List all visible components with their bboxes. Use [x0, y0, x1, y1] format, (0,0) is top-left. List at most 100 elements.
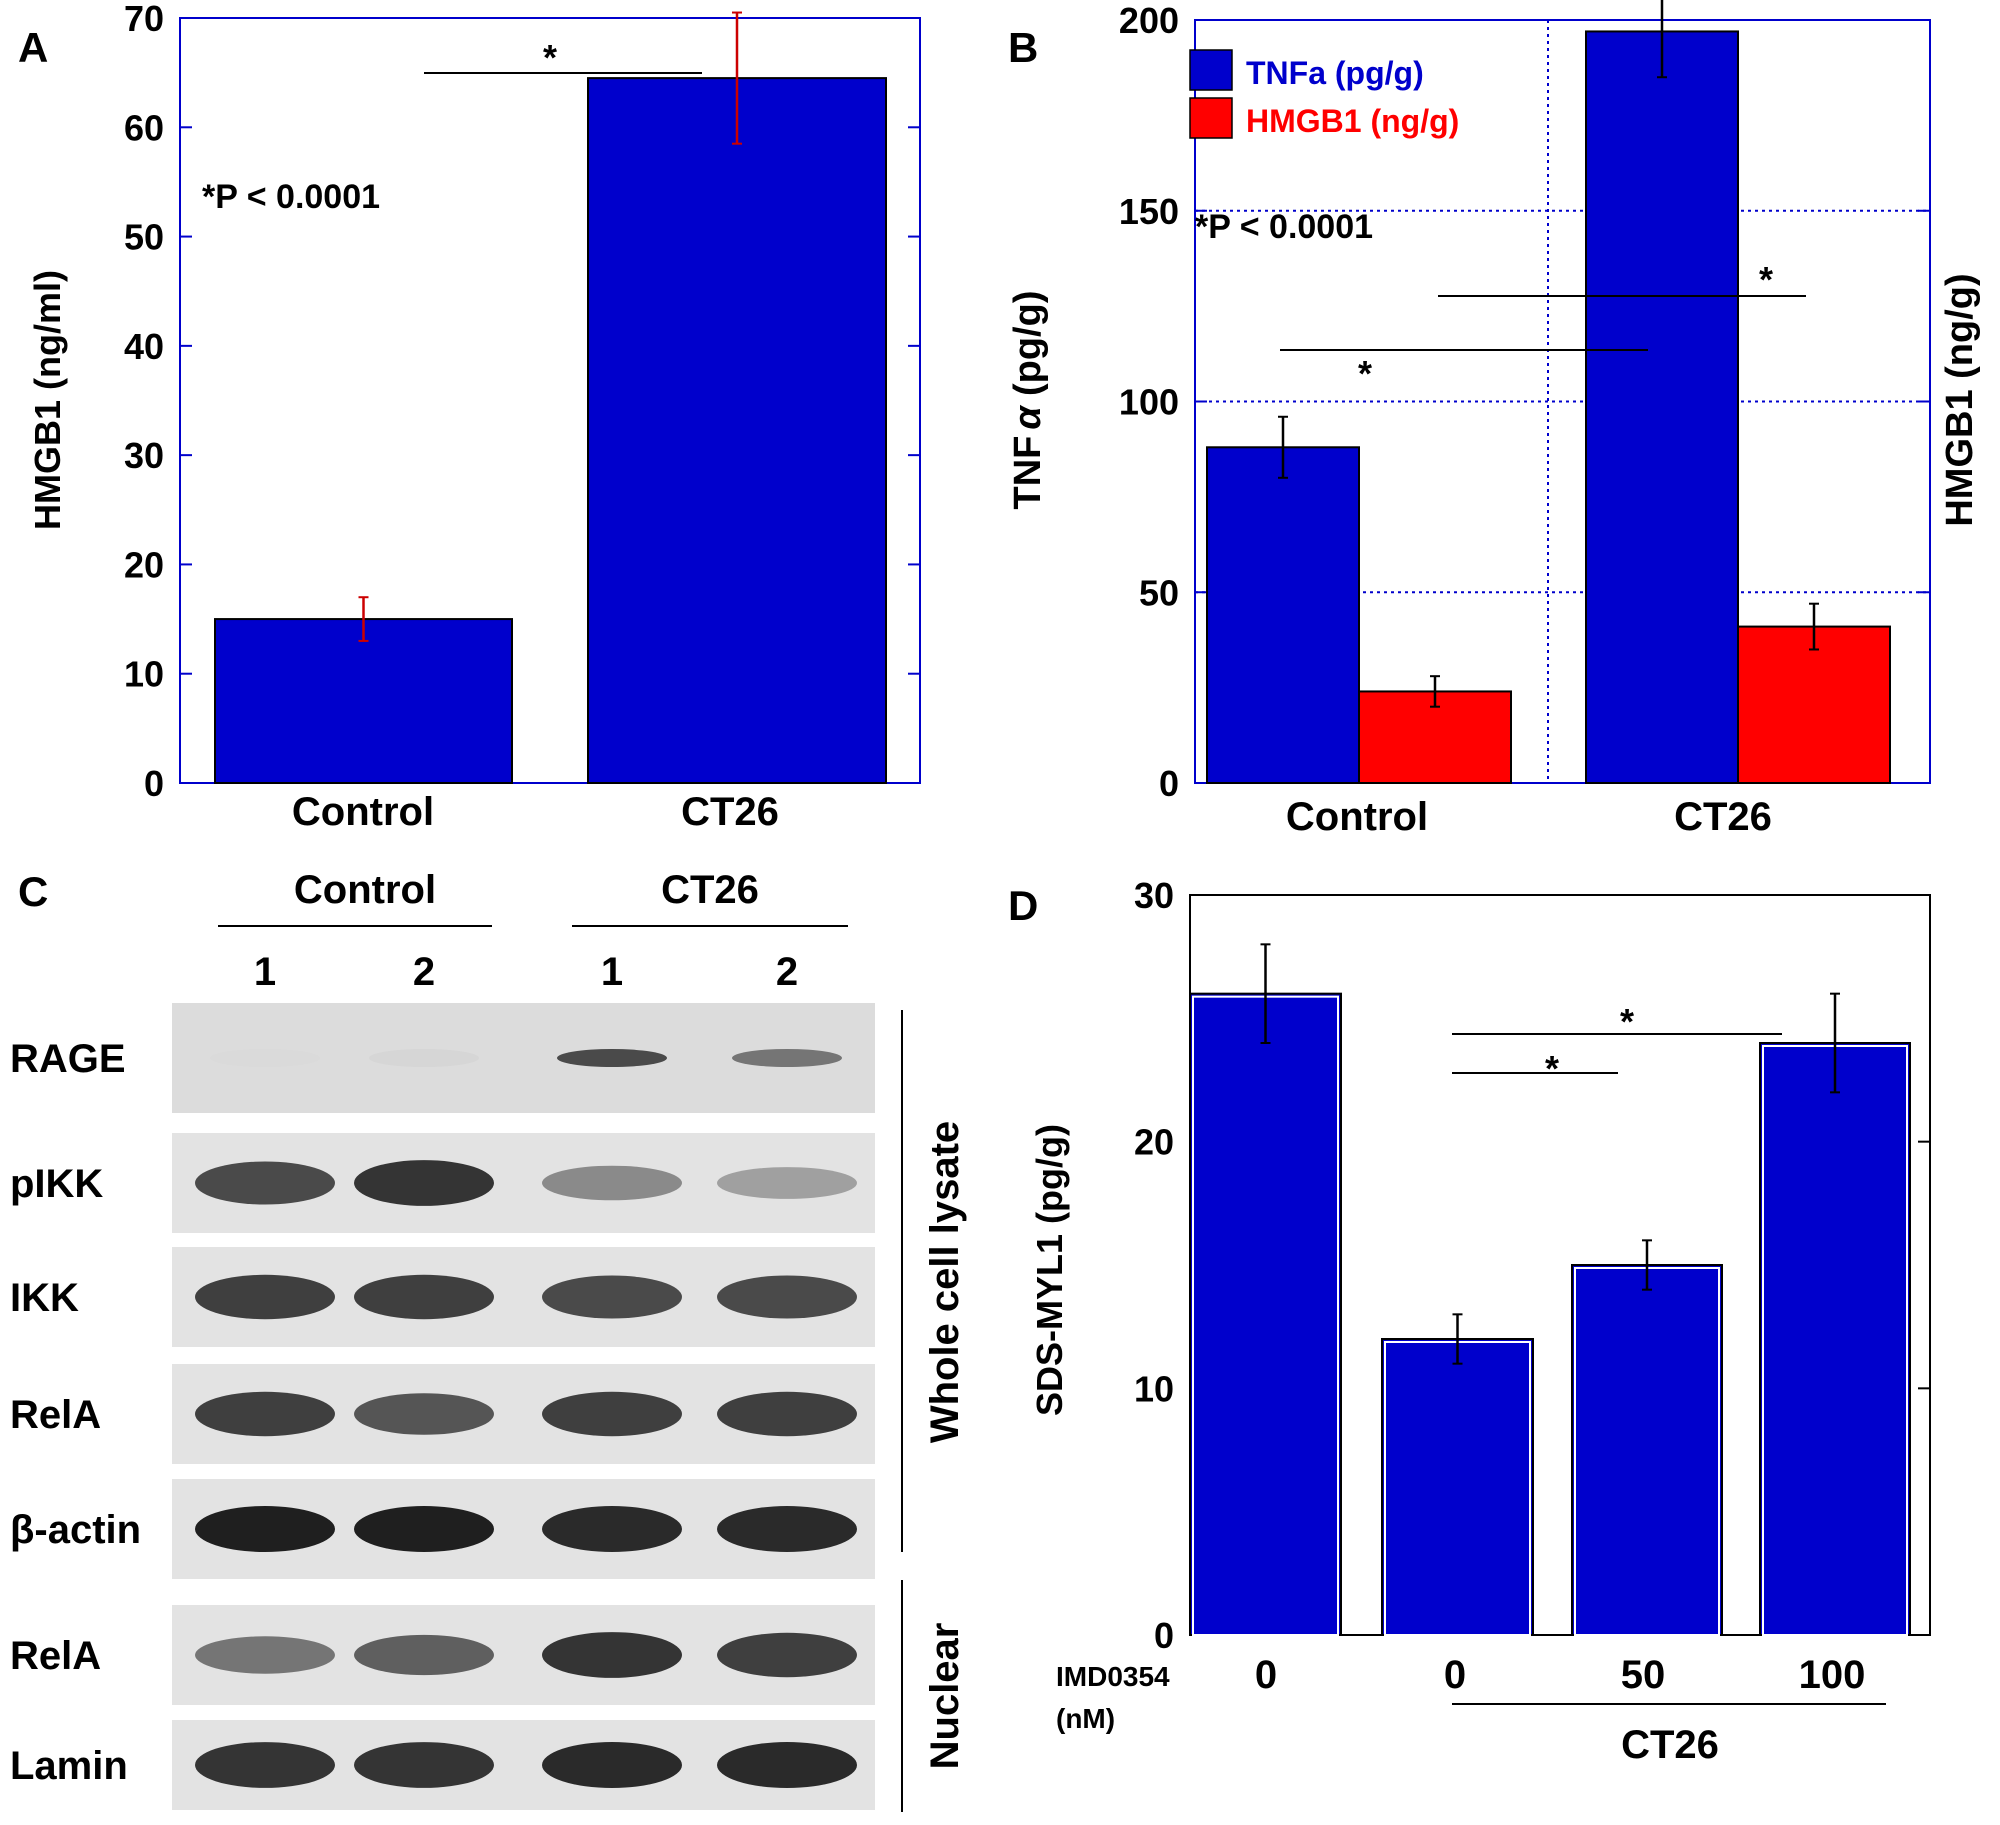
- panel-a-bar-0: [214, 618, 513, 784]
- panel-b-x-label-ct26: CT26: [1674, 795, 1772, 839]
- panel-a-tick-label-3: 30: [124, 435, 164, 476]
- panel-b-y-axis-label-tnf: TNF: [1007, 436, 1049, 510]
- panel-b-y-axis-label-unit: (pg/g): [1007, 291, 1049, 397]
- panel-c-label: C: [18, 868, 48, 915]
- western-band-r1-l3: [717, 1167, 857, 1199]
- panel-d-bar-2: [1571, 1264, 1723, 1636]
- panel-b-bar-s0-g0: [1206, 446, 1360, 784]
- western-band-r5-l3: [717, 1632, 857, 1678]
- western-row-label-3: RelA: [10, 1393, 101, 1437]
- panel-a-bar-1: [587, 77, 887, 785]
- panel-b-x-label-control: Control: [1286, 795, 1428, 839]
- panel-d-label: D: [1008, 882, 1038, 929]
- panel-b-bar-s0-g1: [1585, 30, 1739, 784]
- western-row-label-1: pIKK: [10, 1162, 103, 1206]
- panel-b-label: B: [1008, 24, 1038, 71]
- western-band-r2-l2: [542, 1275, 682, 1319]
- western-band-r3-l1: [354, 1393, 494, 1435]
- panel-d-tick-label-2: 20: [1134, 1122, 1174, 1163]
- panel-b-y2-axis-label: HMGB1 (ng/g): [1939, 273, 1981, 526]
- legend-label-tnfa: TNFa (pg/g): [1246, 55, 1424, 91]
- western-row-label-0: RAGE: [10, 1037, 126, 1081]
- western-band-r2-l1: [354, 1274, 494, 1320]
- western-band-r3-l2: [542, 1391, 682, 1437]
- panel-b-bars: [1206, 0, 1891, 785]
- panel-b-grid: [1195, 20, 1930, 783]
- western-band-r4-l3: [717, 1506, 857, 1552]
- western-row-label-2: IKK: [10, 1276, 79, 1320]
- western-band-r3-l0: [195, 1391, 335, 1437]
- panel-a-tick-label-5: 50: [124, 217, 164, 258]
- western-row-label-6: Lamin: [10, 1744, 128, 1788]
- panel-b-tick-label-2: 100: [1119, 382, 1179, 423]
- western-band-r6-l0: [195, 1742, 335, 1788]
- western-band-r1-l0: [195, 1161, 335, 1205]
- panel-a-tick-label-6: 60: [124, 107, 164, 148]
- western-group-ct26: CT26: [661, 868, 759, 912]
- panel-d-tick-label-0: 0: [1154, 1615, 1174, 1656]
- panel-a-tick-label-7: 70: [124, 0, 164, 39]
- panel-d-bar-3: [1759, 1042, 1911, 1636]
- panel-b-tick-label-0: 0: [1159, 763, 1179, 804]
- panel-a-y-axis-label: HMGB1 (ng/ml): [27, 270, 68, 530]
- western-band-r6-l2: [542, 1742, 682, 1788]
- panel-d-x-labels: 0 0 50 100: [1255, 1653, 1866, 1697]
- panel-b-bar-s1-g1: [1737, 625, 1891, 785]
- western-band-r1-l2: [542, 1165, 682, 1201]
- panel-a-x-label-control: Control: [292, 790, 434, 834]
- panel-b-ticks: 0 50 100 150 200: [1119, 0, 1930, 804]
- panel-b-significance-star-1: *: [1358, 353, 1372, 394]
- panel-b-tick-label-1: 50: [1139, 572, 1179, 613]
- panel-a-ticks: 0 10 20 30 40 50 60 70: [124, 0, 920, 804]
- western-lane-label-0: 1: [254, 950, 276, 994]
- western-band-r4-l0: [195, 1506, 335, 1552]
- western-band-r0-l3: [732, 1049, 842, 1067]
- whole-cell-lysate-label: Whole cell lysate: [923, 1121, 967, 1443]
- panel-a-plot-frame: [179, 17, 921, 784]
- western-row-label-4: β-actin: [10, 1508, 141, 1552]
- panel-d-tick-label-1: 10: [1134, 1368, 1174, 1409]
- western-band-r0-l0: [210, 1049, 320, 1067]
- western-blots: RAGE pIKK IKK RelA β-actin RelA Lamin: [10, 1003, 875, 1810]
- panel-a: A 0 10 20 30 40 50 60 70 *P < 0.0001 * HMGB1 (n…: [18, 0, 921, 834]
- panel-a-tick-label-2: 20: [124, 544, 164, 585]
- western-band-r6-l3: [717, 1742, 857, 1788]
- western-band-r2-l0: [195, 1274, 335, 1320]
- western-group-control: Control: [294, 868, 436, 912]
- panel-b-y-axis-label: TNF α (pg/g): [1007, 291, 1049, 510]
- western-row-label-5: RelA: [10, 1634, 101, 1678]
- panel-d-y-axis-label: SDS-MYL1 (pg/g): [1029, 1124, 1070, 1416]
- panel-b-p-annotation: *P < 0.0001: [1195, 208, 1373, 246]
- legend-swatch-hmgb1: [1189, 97, 1233, 139]
- panel-d-tick-label-3: 30: [1134, 875, 1174, 916]
- panel-a-significance-star: *: [543, 37, 557, 78]
- legend-label-hmgb1: HMGB1 (ng/g): [1246, 103, 1459, 139]
- panel-d-bar-1: [1381, 1338, 1534, 1636]
- panel-d-x-label-2: 50: [1621, 1653, 1666, 1697]
- western-band-r5-l2: [542, 1632, 682, 1678]
- panel-d-x-prefix-line2: (nM): [1056, 1703, 1115, 1734]
- panel-a-tick-label-0: 0: [144, 763, 164, 804]
- panel-a-x-label-ct26: CT26: [681, 790, 779, 834]
- panel-d-x-prefix-line1: IMD0354: [1056, 1661, 1170, 1692]
- western-lane-label-3: 2: [776, 950, 798, 994]
- western-band-r1-l1: [354, 1160, 494, 1206]
- panel-d-group-label: CT26: [1621, 1723, 1719, 1767]
- western-band-r2-l3: [717, 1275, 857, 1319]
- panel-a-bars: [214, 11, 887, 785]
- western-lane-labels: 1 2 1 2: [254, 950, 798, 994]
- western-lane-label-2: 1: [601, 950, 623, 994]
- panel-b-tick-label-3: 150: [1119, 191, 1179, 232]
- panel-a-label: A: [18, 24, 48, 71]
- panel-d-x-label-1: 0: [1444, 1653, 1466, 1697]
- western-band-r5-l1: [354, 1634, 494, 1676]
- panel-d-significance-star-1: *: [1620, 1001, 1634, 1042]
- panel-b-significance-star-2: *: [1759, 259, 1773, 300]
- panel-d-bar-0: [1189, 992, 1342, 1636]
- panel-d-significance-star-2: *: [1545, 1048, 1559, 1089]
- panel-d-x-label-3: 100: [1799, 1653, 1866, 1697]
- western-band-r6-l1: [354, 1742, 494, 1788]
- panel-a-tick-label-1: 10: [124, 654, 164, 695]
